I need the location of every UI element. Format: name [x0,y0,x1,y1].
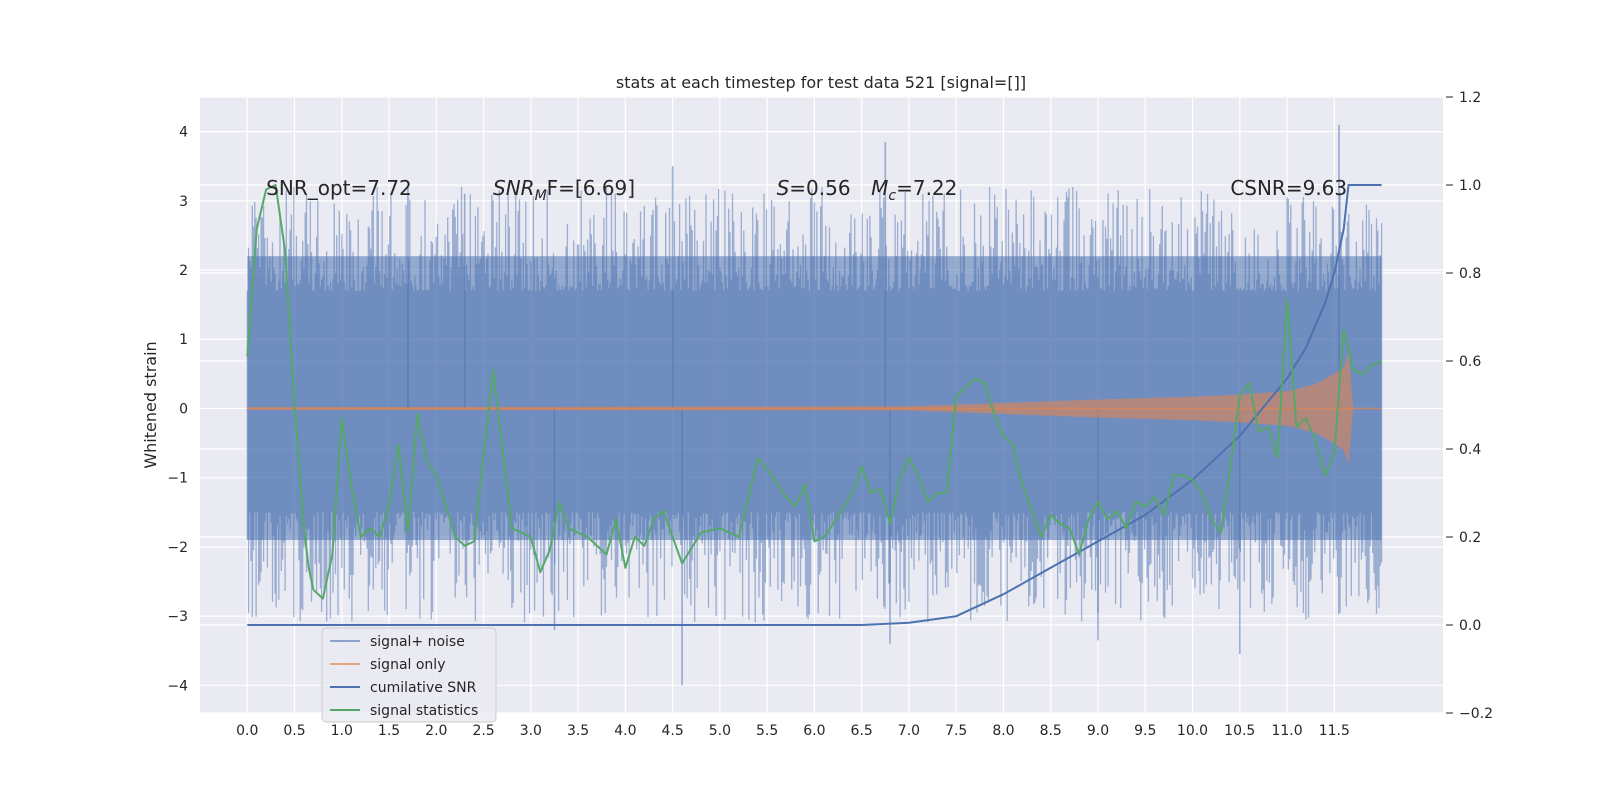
x-tick-label: 1.5 [378,723,400,739]
annotation-main: SNR [493,176,535,200]
legend-label: signal+ noise [370,634,465,650]
legend-label: signal statistics [370,703,478,719]
y-tick-label-right: 0.0 [1459,618,1481,634]
y-tick-label-left: 4 [179,125,188,141]
annotation-main: SNR_opt=7.72 [266,176,412,200]
x-tick-label: 2.0 [425,723,447,739]
annotation-text: Mc=7.22 [871,176,957,204]
x-tick-label: 9.0 [1087,723,1109,739]
y-tick-label-right: 1.2 [1459,90,1481,106]
annotation-text: SNR_opt=7.72 [266,176,412,200]
x-tick-label: 11.0 [1271,723,1302,739]
chart-title: stats at each timestep for test data 521… [616,73,1026,92]
x-tick-label: 10.0 [1177,723,1208,739]
x-tick-label: 4.5 [661,723,683,739]
y-tick-label-right: 0.6 [1459,354,1481,370]
y-tick-label-right: 0.8 [1459,266,1481,282]
annotation-subscript: M [535,188,547,204]
y-tick-label-left: −2 [167,540,188,556]
legend: signal+ noise signal only cumilative SNR si… [321,627,497,723]
annotation-main: CSNR=9.63 [1230,176,1347,200]
signal-statistics-line [246,184,1383,600]
x-tick-label: 6.5 [851,723,873,739]
legend-label: signal only [370,657,445,673]
x-tick-label: 11.5 [1319,723,1350,739]
annotation-text: CSNR=9.63 [1230,176,1347,200]
annotation-main: M [871,176,888,200]
x-tick-label: 5.5 [756,723,778,739]
x-tick-label: 9.5 [1134,723,1156,739]
x-tick-label: 0.5 [283,723,305,739]
y-tick-label-left: −1 [167,471,188,487]
x-tick-label: 8.0 [992,723,1014,739]
annotation-text: S=0.56 [777,176,851,200]
y-tick-label-right: −0.2 [1459,706,1493,722]
annotation-text: SNRMF=[6.69] [493,176,635,204]
x-tick-label: 10.5 [1224,723,1255,739]
x-tick-label: 2.5 [472,723,494,739]
y-tick-label-right: 0.2 [1459,530,1481,546]
x-tick-label: 3.5 [567,723,589,739]
x-tick-label: 1.0 [331,723,353,739]
y-tick-label-right: 1.0 [1459,178,1481,194]
annotation-suffix: =0.56 [789,176,850,200]
legend-box [321,627,497,723]
y-tick-label-left: −3 [167,609,188,625]
x-tick-label: 5.0 [709,723,731,739]
y-tick-label-left: 2 [179,263,188,279]
x-tick-label: 7.5 [945,723,967,739]
x-tick-label: 6.0 [803,723,825,739]
x-tick-label: 3.0 [520,723,542,739]
annotation-suffix: =7.22 [896,176,957,200]
y-tick-label-right: 0.4 [1459,442,1481,458]
annotation-main: S [777,176,790,200]
x-tick-label: 7.0 [898,723,920,739]
annotation-layer: SNR_opt=7.72 SNRMF=[6.69] S=0.56 Mc=7.22 CSN… [266,176,1347,204]
x-tick-label: 8.5 [1040,723,1062,739]
legend-label: cumilative SNR [370,680,477,696]
series-layer [246,184,1383,626]
y-tick-label-left: 3 [179,194,188,210]
y-tick-label-left: −4 [167,678,188,694]
x-tick-label: 4.0 [614,723,636,739]
axis-layer: 0.0 0.5 1.0 1.5 2.0 2.5 3.0 3.5 4.0 4.5 5.0 5.5 6.0 6… [167,90,1493,739]
annotation-suffix: F=[6.69] [547,176,635,200]
x-tick-label: 0.0 [236,723,258,739]
y-tick-label-left: 0 [179,401,188,417]
y-tick-label-left: 1 [179,332,188,348]
annotation-subscript: c [888,188,896,204]
y-axis-label: Whitened strain [141,341,160,468]
